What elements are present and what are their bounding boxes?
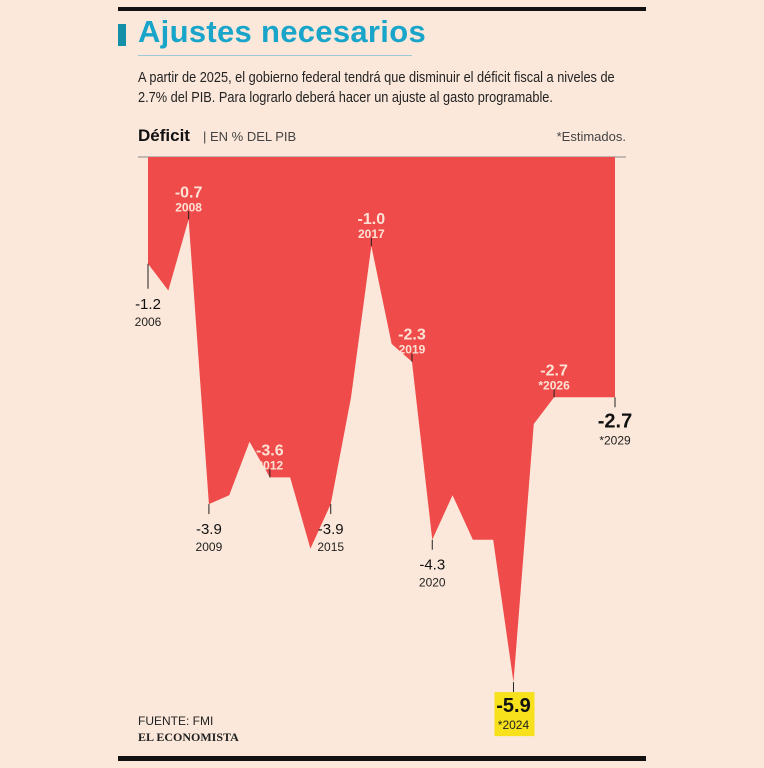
subtitle: A partir de 2025, el gobierno federal te… [138, 70, 615, 106]
annotation-year: 2015 [317, 540, 344, 554]
estimates-note: *Estimados. [556, 129, 626, 144]
annotation-year: *2026 [538, 378, 570, 392]
highlight-box [494, 692, 535, 737]
annotation-year: 2009 [196, 540, 223, 554]
annotation-year: *2024 [498, 718, 530, 732]
publisher-logo: EL ECONOMISTA [138, 730, 239, 744]
chart-unit: | EN % DEL PIB [203, 129, 297, 144]
source-note: FUENTE: FMI [138, 714, 214, 728]
annotation-value: -2.7 [598, 410, 632, 432]
annotation-value: -3.9 [196, 521, 222, 538]
bottom-rule [118, 756, 646, 761]
title-underline [138, 55, 412, 56]
annotation-year: 2008 [175, 200, 202, 214]
annotation-year: 2017 [358, 227, 385, 241]
annotation-value: -1.0 [358, 211, 386, 228]
annotation-year: 2020 [419, 576, 446, 590]
annotation-value: -5.9 [496, 695, 530, 717]
page-title: Ajustes necesarios [138, 14, 426, 49]
annotation-year: 2019 [399, 343, 426, 357]
annotation-value: -3.6 [256, 442, 284, 459]
annotation-value: -0.7 [175, 184, 203, 201]
annotation-year: *2029 [599, 433, 631, 447]
chart-title: Déficit [138, 126, 190, 145]
annotation-year: 2012 [256, 458, 283, 472]
annotation-value: -2.3 [398, 327, 426, 344]
title-marker [118, 24, 126, 46]
annotation-value: -3.9 [318, 521, 344, 538]
top-rule [118, 7, 646, 11]
annotation-year: 2006 [135, 315, 162, 329]
annotation-value: -4.3 [419, 557, 445, 574]
deficit-area [148, 157, 615, 683]
annotation-value: -1.2 [135, 296, 161, 313]
annotation-value: -2.7 [540, 362, 568, 379]
